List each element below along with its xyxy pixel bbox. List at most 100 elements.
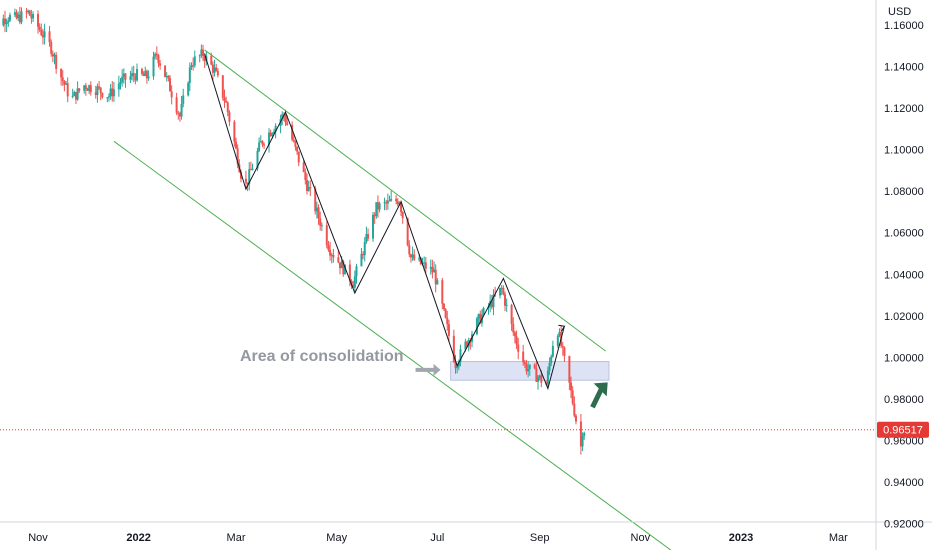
- candle: [258, 137, 261, 153]
- candle: [188, 62, 191, 91]
- candle: [38, 23, 41, 32]
- candle: [315, 201, 318, 219]
- y-tick-label: 0.96000: [884, 435, 924, 447]
- candle: [170, 85, 173, 105]
- candle: [459, 344, 462, 367]
- candle: [225, 96, 228, 103]
- candle: [101, 92, 104, 99]
- candle: [261, 140, 264, 148]
- candle: [147, 70, 150, 81]
- candle: [386, 193, 389, 210]
- candle: [510, 303, 513, 331]
- candle: [528, 364, 531, 376]
- candle: [538, 374, 541, 381]
- candle: [159, 60, 162, 70]
- candle: [20, 7, 23, 25]
- y-tick-label: 1.06000: [884, 228, 924, 240]
- candle: [111, 81, 114, 102]
- current-price-tag: [877, 421, 929, 438]
- y-tick-label: 1.02000: [884, 311, 924, 323]
- candle: [581, 432, 584, 452]
- candle: [482, 306, 485, 317]
- candle: [406, 217, 409, 247]
- candle: [396, 198, 399, 207]
- candle: [320, 222, 323, 232]
- candle: [475, 316, 478, 336]
- candle: [353, 270, 356, 294]
- candle: [513, 330, 516, 344]
- candle: [307, 180, 310, 192]
- candle: [55, 51, 58, 74]
- candle: [94, 85, 97, 99]
- candle: [99, 86, 102, 101]
- bullish-arrow-shaft: [590, 387, 604, 409]
- candle: [200, 44, 203, 59]
- candle: [30, 9, 33, 24]
- candle: [502, 285, 505, 296]
- candle: [296, 146, 299, 155]
- candle: [61, 70, 64, 86]
- candle: [433, 261, 436, 273]
- candle: [583, 431, 586, 440]
- x-tick-label: Mar: [227, 532, 246, 544]
- candle: [441, 277, 444, 310]
- y-tick-label: 1.00000: [884, 352, 924, 364]
- candle: [244, 170, 247, 190]
- candle: [86, 87, 89, 91]
- candle: [83, 84, 86, 94]
- x-tick-label: 2022: [126, 532, 150, 544]
- candle: [558, 328, 561, 338]
- candle: [50, 39, 53, 57]
- candle: [454, 354, 457, 374]
- candle: [263, 142, 266, 149]
- y-tick-label: 1.10000: [884, 145, 924, 157]
- x-tick-label: Mar: [829, 532, 848, 544]
- x-tick-label: Sep: [530, 532, 550, 544]
- candle: [167, 75, 170, 82]
- candle: [424, 256, 427, 274]
- candle: [251, 163, 254, 171]
- candle: [436, 278, 439, 285]
- candle: [409, 253, 412, 263]
- candle: [446, 310, 449, 331]
- candle: [193, 50, 196, 68]
- candle: [154, 52, 157, 60]
- candle: [390, 190, 393, 202]
- candle: [563, 346, 566, 363]
- candle: [408, 240, 411, 258]
- candle: [429, 259, 432, 275]
- candle: [177, 110, 180, 120]
- candle: [198, 54, 201, 63]
- candle: [574, 414, 577, 425]
- candle: [233, 120, 236, 147]
- candle: [348, 259, 351, 287]
- candle: [411, 246, 414, 261]
- y-tick-label: 0.98000: [884, 394, 924, 406]
- candle: [561, 341, 564, 356]
- candle: [413, 249, 416, 261]
- candle: [41, 28, 44, 45]
- candle: [2, 14, 5, 27]
- candle: [3, 10, 6, 33]
- candle: [37, 10, 39, 34]
- candle: [221, 74, 224, 101]
- candle: [268, 128, 271, 153]
- candle: [182, 88, 185, 108]
- candles: [2, 6, 586, 455]
- candle: [27, 9, 30, 15]
- candle: [568, 355, 571, 391]
- candle: [259, 135, 262, 143]
- y-tick-label: 1.04000: [884, 269, 924, 281]
- candle: [25, 7, 28, 19]
- candle: [550, 354, 553, 367]
- candle: [73, 90, 76, 97]
- candle: [8, 12, 11, 22]
- candle: [18, 6, 21, 25]
- candle: [51, 50, 54, 63]
- candle: [53, 52, 56, 65]
- candle: [63, 79, 66, 92]
- candle: [165, 72, 168, 82]
- candle: [378, 201, 381, 213]
- candle: [169, 74, 172, 92]
